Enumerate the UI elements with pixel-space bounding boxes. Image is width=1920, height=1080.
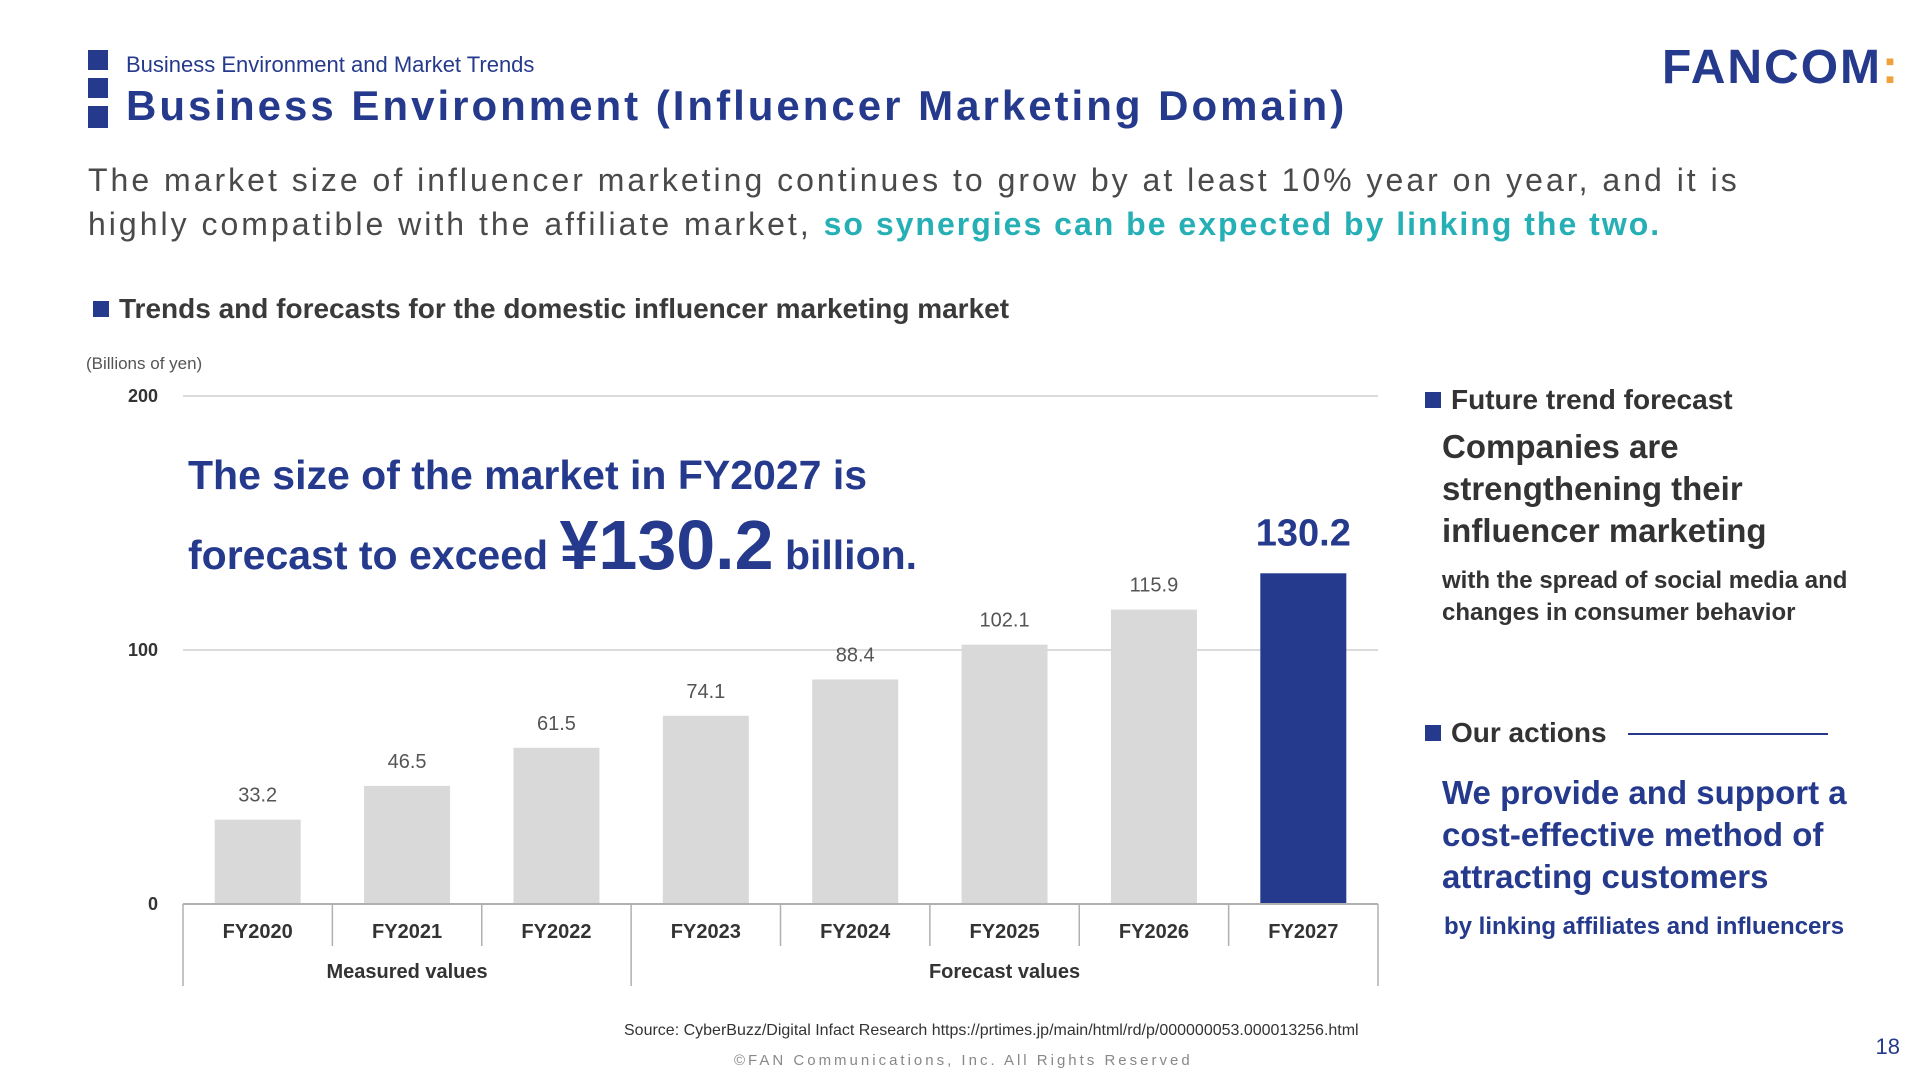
headline-amount: ¥130.2 [559,506,774,584]
x-tick-label: FY2023 [671,921,741,943]
bar-value-label: 74.1 [686,681,725,703]
headline-line-1: The size of the market in FY2027 is [188,452,868,498]
x-tick-label: FY2021 [372,921,442,943]
bar-fy2027 [1260,573,1347,904]
group-label: Forecast values [929,961,1080,983]
breadcrumb: Business Environment and Market Trends [126,52,535,77]
logo-accent: : [1882,41,1900,94]
headline-line-2: forecast to exceed ¥130.2 billion. [188,510,917,590]
trend-heading: Future trend forecast [1425,384,1733,416]
title-marker-bottom [88,106,108,128]
bar-value-label: 130.2 [1256,512,1351,554]
chart-section-title-text: Trends and forecasts for the domestic in… [119,293,1010,324]
lead-highlight: so synergies can be expected by linking … [823,206,1662,242]
company-logo: FANCOM: [1662,40,1900,95]
source-citation: Source: CyberBuzz/Digital Infact Researc… [624,1022,1359,1039]
x-tick-label: FY2020 [223,921,293,943]
bar-value-label: 46.5 [388,751,427,773]
headline-post: billion. [773,532,918,578]
actions-heading-text: Our actions [1451,717,1607,748]
trend-subtext: with the spread of social media and chan… [1442,567,1848,626]
bar-fy2023 [662,715,749,904]
group-label: Measured values [326,961,487,983]
chart-section-title: Trends and forecasts for the domestic in… [93,293,1009,325]
bar-value-label: 88.4 [836,644,875,666]
bar-fy2022 [513,747,600,904]
x-tick-label: FY2024 [820,921,891,943]
chart-headline: The size of the market in FY2027 is fore… [188,440,917,590]
x-tick-label: FY2027 [1268,921,1338,943]
bar-fy2026 [1110,609,1197,904]
title-marker-mid [88,78,108,98]
x-tick-label: FY2026 [1119,921,1189,943]
bar-fy2021 [364,785,451,904]
actions-text: We provide and support a cost-effective … [1442,774,1847,895]
square-bullet-icon [1425,391,1441,408]
square-bullet-icon [93,300,109,317]
lead-text: The market size of influencer marketing … [88,162,1740,242]
headline-pre: forecast to exceed [188,532,560,578]
y-tick-label: 0 [148,894,158,914]
title-marker-top [88,50,108,70]
logo-text: FANCOM [1662,41,1883,94]
bar-value-label: 115.9 [1130,575,1179,597]
y-tick-label: 200 [128,386,158,406]
actions-heading: Our actions [1425,717,1607,749]
trend-heading-text: Future trend forecast [1451,384,1733,415]
bar-value-label: 33.2 [238,785,277,807]
x-tick-label: FY2025 [970,921,1040,943]
bar-fy2020 [214,819,301,904]
bar-value-label: 102.1 [980,610,1030,632]
bar-fy2024 [812,679,899,904]
page-title: Business Environment (Influencer Marketi… [126,82,1348,129]
copyright: ©FAN Communications, Inc. All Rights Res… [734,1052,1193,1069]
x-tick-label: FY2022 [521,921,591,943]
trend-text: Companies are strengthening their influe… [1442,428,1767,549]
y-axis-unit-label: (Billions of yen) [86,354,203,373]
actions-divider [1628,733,1828,735]
square-bullet-icon [1425,724,1441,741]
bar-fy2025 [961,644,1048,904]
actions-subtext: by linking affiliates and influencers [1444,913,1845,940]
bar-value-label: 61.5 [537,713,576,735]
y-tick-label: 100 [128,640,158,660]
lead-paragraph: The market size of influencer marketing … [88,158,1788,246]
page-number: 18 [1875,1034,1900,1059]
